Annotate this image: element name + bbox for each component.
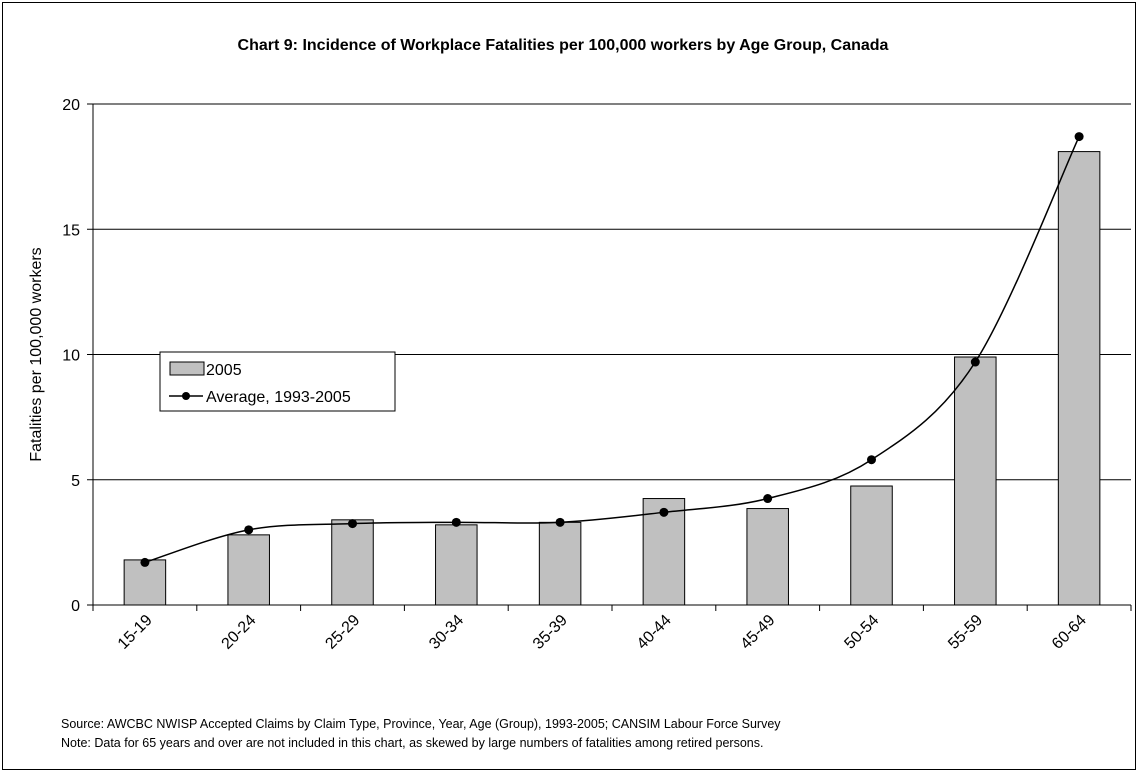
- exclusion-note: Note: Data for 65 years and over are not…: [61, 736, 764, 750]
- y-tick-label-20: 20: [62, 97, 80, 114]
- bar-25-29: [331, 519, 374, 606]
- average-marker-60-64: [1074, 132, 1084, 142]
- bar-55-59: [954, 356, 997, 606]
- y-axis-label: Fatalities per 100,000 workers: [28, 247, 45, 461]
- legend-label-average: Average, 1993-2005: [206, 389, 351, 406]
- bar-45-49: [746, 508, 789, 606]
- bar-15-19: [123, 559, 167, 606]
- x-tick-label-60-64: 60-64: [1049, 612, 1090, 653]
- legend-label-2005: 2005: [206, 362, 242, 379]
- chart-title: Chart 9: Incidence of Workplace Fataliti…: [238, 37, 889, 54]
- average-marker-25-29: [348, 519, 357, 529]
- bar-30-34: [435, 524, 478, 606]
- average-marker-20-24: [244, 525, 254, 535]
- average-line-path: [144, 136, 1080, 564]
- x-tick-label-20-24: 20-24: [219, 612, 260, 653]
- average-line: [140, 132, 1084, 567]
- x-tick-label-30-34: 30-34: [426, 612, 467, 653]
- y-tick-label-5: 5: [71, 473, 80, 490]
- x-tick-label-55-59: 55-59: [945, 612, 986, 653]
- bar-20-24: [227, 534, 270, 606]
- average-marker-50-54: [867, 455, 876, 465]
- axes: [87, 103, 1132, 611]
- source-note: Source: AWCBC NWISP Accepted Claims by C…: [61, 717, 781, 731]
- average-marker-35-39: [555, 517, 565, 527]
- legend-swatch-average-marker: [182, 392, 190, 400]
- average-marker-15-19: [140, 557, 150, 567]
- bar-60-64: [1057, 151, 1101, 606]
- x-tick-label-15-19: 15-19: [115, 612, 156, 653]
- x-tick-label-25-29: 25-29: [322, 612, 363, 653]
- x-tick-label-40-44: 40-44: [634, 612, 675, 653]
- y-tick-label-0: 0: [71, 598, 80, 615]
- x-tick-label-45-49: 45-49: [738, 612, 779, 653]
- bar-50-54: [850, 485, 893, 606]
- bars-2005: [123, 151, 1101, 606]
- y-tick-label-15: 15: [62, 222, 80, 239]
- average-marker-55-59: [970, 357, 980, 367]
- chart: Chart 9: Incidence of Workplace Fataliti…: [28, 37, 1132, 653]
- average-marker-40-44: [659, 507, 669, 517]
- legend-swatch-2005: [169, 361, 205, 376]
- y-tick-label-10: 10: [62, 348, 80, 365]
- x-tick-label-35-39: 35-39: [530, 612, 571, 653]
- legend: 2005 Average, 1993-2005: [159, 351, 396, 412]
- x-tick-label-50-54: 50-54: [841, 612, 882, 653]
- bar-35-39: [538, 521, 582, 606]
- average-marker-45-49: [763, 494, 773, 504]
- average-marker-30-34: [451, 517, 461, 527]
